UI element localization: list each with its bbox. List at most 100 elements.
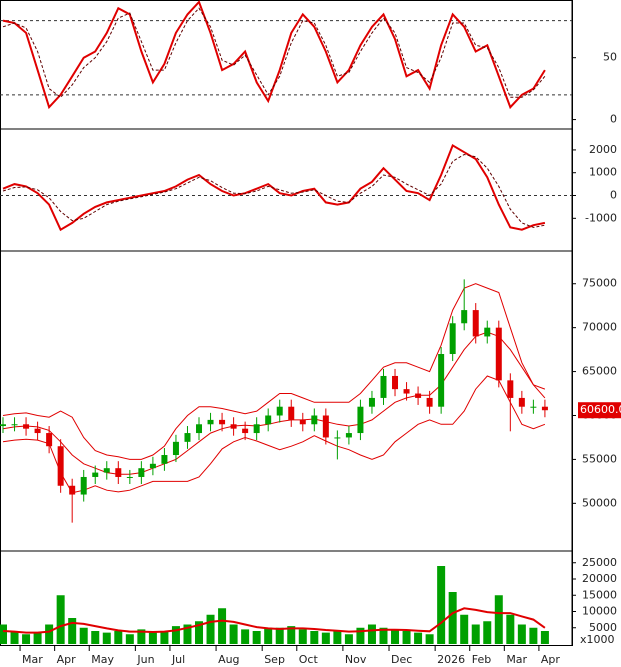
volume-bar	[252, 631, 261, 644]
candle-body	[311, 415, 318, 425]
y-tick-label: 5000	[589, 621, 617, 634]
volume-bar	[310, 631, 319, 644]
volume-bar	[241, 629, 250, 644]
volume-bar	[91, 631, 100, 644]
x-tick-label: Jun	[136, 653, 154, 666]
volume-bar	[437, 566, 446, 644]
candle-body	[138, 468, 145, 477]
candle-body	[484, 327, 491, 337]
candle-body	[530, 406, 537, 408]
volume-bar	[321, 632, 330, 644]
volume-bar	[195, 621, 204, 644]
candle-body	[334, 437, 341, 439]
candle-body	[322, 415, 329, 438]
candle-body	[184, 433, 191, 442]
volume-bar	[56, 595, 65, 644]
volume-bar	[540, 631, 549, 644]
candle-body	[461, 310, 468, 324]
candle-body	[357, 406, 364, 434]
volume-bar	[33, 632, 42, 644]
y-tick-label: 10000	[582, 605, 617, 618]
series-line	[2, 375, 546, 494]
x-tick-label: Sep	[264, 653, 285, 666]
series-line	[2, 0, 546, 110]
volume-bar	[298, 629, 307, 644]
volume-bar	[0, 624, 7, 644]
candle-body	[46, 433, 53, 447]
candle-body	[541, 406, 548, 411]
volume-bar	[483, 621, 492, 644]
y-tick-label: 65000	[582, 365, 617, 378]
x-tick-label: Nov	[345, 653, 367, 666]
x-tick-label: Apr	[541, 653, 561, 666]
candle-body	[196, 424, 203, 434]
volume-bar	[160, 631, 169, 644]
candle-body	[126, 476, 133, 478]
volume-bar	[102, 632, 111, 644]
candle-body	[288, 406, 295, 420]
volume-bar	[68, 618, 77, 644]
x-tick-label: Mar	[22, 653, 43, 666]
candle-body	[299, 419, 306, 425]
candle-body	[149, 463, 156, 469]
candle-body	[276, 406, 283, 416]
series-line	[2, 143, 546, 232]
candle-body	[392, 375, 399, 390]
x-tick-label: May	[91, 653, 114, 666]
volume-bar	[45, 624, 54, 644]
y-tick-label: 1000	[589, 166, 617, 179]
volume-bar	[218, 608, 227, 644]
candle-body	[80, 476, 87, 495]
volume-bar	[391, 629, 400, 644]
y-tick-label: 15000	[582, 588, 617, 601]
candle-body	[403, 389, 410, 394]
y-tick-label: 50	[603, 51, 617, 64]
volume-bar	[367, 624, 376, 644]
candle-body	[0, 424, 6, 427]
volume-bar	[229, 624, 238, 644]
x-tick-label: Dec	[391, 653, 412, 666]
volume-bar	[137, 629, 146, 644]
x-tick-label: 2026	[437, 653, 465, 666]
volume-bar	[333, 631, 342, 644]
candle-body	[495, 327, 502, 381]
volume-bar	[10, 631, 19, 644]
volume-bar	[114, 631, 123, 644]
candle-body	[426, 397, 433, 407]
volume-bar	[471, 624, 480, 644]
x-tick-label: Aug	[218, 653, 239, 666]
volume-bar	[402, 631, 411, 644]
y-tick-label: 0	[610, 113, 617, 126]
volume-bar	[264, 627, 273, 644]
series-line	[2, 331, 546, 475]
candle-body	[69, 485, 76, 495]
y-tick-label: 25000	[582, 556, 617, 569]
y-tick-label: 75000	[582, 277, 617, 290]
volume-bar	[344, 634, 353, 644]
candle-body	[115, 468, 122, 477]
x-tick-label: Apr	[57, 653, 77, 666]
y-tick-label: 50000	[582, 496, 617, 509]
candle-body	[207, 419, 214, 425]
volume-bar	[356, 627, 365, 644]
candle-body	[23, 424, 30, 429]
candle-body	[438, 354, 445, 407]
volume-bar	[517, 624, 526, 644]
candle-body	[219, 419, 226, 425]
volume-bar	[22, 634, 31, 644]
candle-body	[380, 375, 387, 398]
volume-bar	[275, 627, 284, 644]
volume-bar	[414, 632, 423, 644]
volume-bar	[287, 626, 296, 644]
candle-body	[92, 472, 99, 477]
volume-bar	[494, 595, 503, 644]
y-tick-label: 2000	[589, 143, 617, 156]
series-line	[2, 607, 546, 634]
y-tick-label: 20000	[582, 572, 617, 585]
y-tick-label: 70000	[582, 321, 617, 334]
x-tick-label: Feb	[472, 653, 491, 666]
frame	[0, 0, 573, 646]
x-tick-label: Mar	[506, 653, 527, 666]
volume-bar	[425, 634, 434, 644]
